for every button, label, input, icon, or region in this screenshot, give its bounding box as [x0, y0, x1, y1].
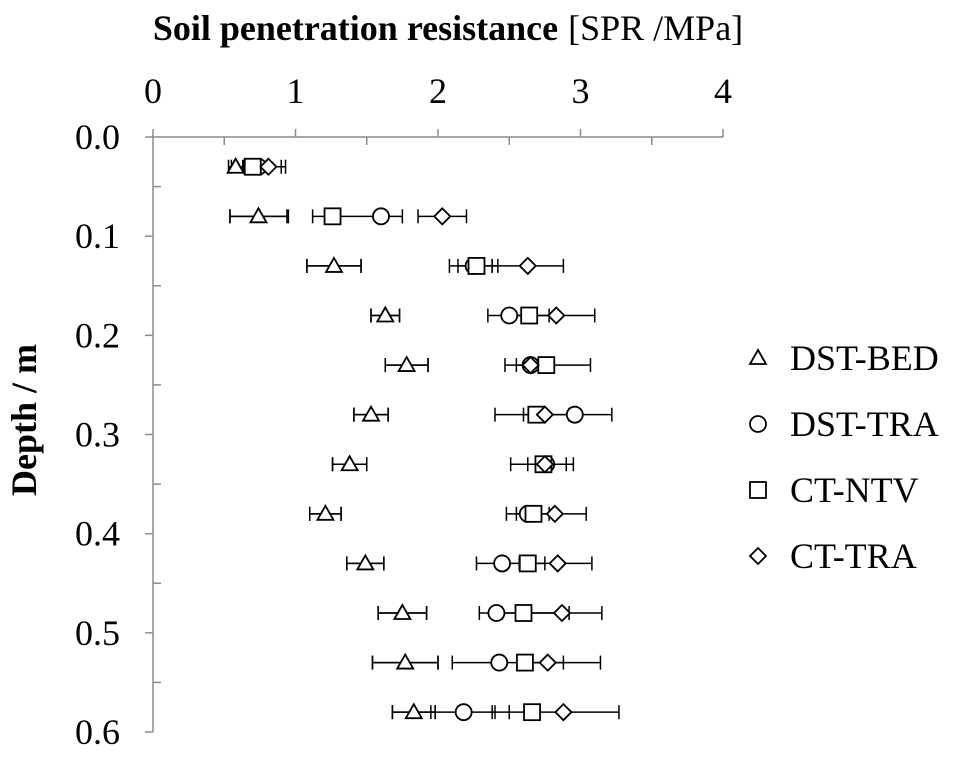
legend-label-dst-bed: DST-BED	[790, 338, 939, 378]
point-ct-tra	[521, 355, 540, 375]
error-bars	[227, 159, 620, 720]
point-dst-bed	[392, 603, 412, 620]
point-dst-bed	[355, 553, 375, 571]
point-ct-tra	[518, 256, 538, 276]
point-ct-ntv	[514, 604, 533, 622]
legend-marker-dst-tra	[749, 415, 767, 433]
point-ct-ntv	[518, 554, 537, 573]
point-dst-bed	[397, 355, 417, 372]
point-ct-tra	[433, 207, 452, 226]
legend-label-dst-tra: DST-TRA	[790, 404, 939, 444]
point-ct-tra	[547, 306, 566, 325]
point-ct-ntv	[243, 157, 262, 176]
point-ct-tra	[554, 702, 573, 722]
x-tick-label: 4	[714, 71, 732, 111]
point-ct-ntv	[516, 653, 534, 672]
point-dst-tra	[490, 653, 509, 672]
y-tick-label: 0.3	[75, 415, 120, 455]
point-dst-tra	[565, 405, 584, 424]
point-dst-bed	[375, 305, 395, 323]
point-dst-tra	[454, 703, 473, 722]
legend-label-ct-ntv: CT-NTV	[790, 470, 919, 510]
point-dst-bed	[226, 156, 246, 174]
y-tick-label: 0.0	[75, 117, 120, 157]
y-tick-label: 0.4	[75, 514, 120, 554]
point-ct-ntv	[467, 257, 486, 275]
point-ct-tra	[535, 454, 555, 474]
data-points	[226, 156, 584, 722]
point-ct-ntv	[323, 207, 342, 226]
chart-title-unit: [SPR /MPa]	[568, 8, 743, 48]
x-tick-label: 3	[572, 71, 590, 111]
x-tick-label: 2	[429, 71, 447, 111]
point-dst-bed	[404, 702, 424, 720]
x-tick-label: 0	[144, 71, 162, 111]
point-ct-ntv	[537, 356, 556, 374]
point-ct-tra	[538, 653, 557, 672]
y-tick-label: 0.1	[75, 216, 120, 256]
point-ct-tra	[259, 157, 278, 177]
point-ct-ntv	[524, 504, 543, 523]
legend-marker-dst-bed	[748, 348, 768, 365]
chart-title: Soil penetration resistance [SPR /MPa]	[153, 8, 743, 48]
point-dst-bed	[395, 652, 415, 670]
legend-marker-ct-ntv	[749, 481, 767, 499]
point-ct-tra	[552, 603, 572, 623]
point-dst-bed	[340, 454, 360, 472]
point-ct-ntv	[520, 306, 539, 325]
point-ct-tra	[548, 554, 567, 573]
point-dst-tra	[487, 604, 506, 622]
point-dst-bed	[315, 504, 335, 521]
point-dst-bed	[324, 256, 344, 273]
legend: DST-BED DST-TRA CT-NTV CT-TRA	[748, 338, 939, 576]
y-tick-label: 0.5	[75, 613, 120, 653]
point-dst-tra	[500, 306, 519, 325]
point-ct-tra	[545, 504, 565, 524]
y-axis-label: Depth / m	[4, 344, 44, 496]
point-dst-bed	[361, 404, 381, 422]
point-dst-tra	[493, 554, 512, 573]
point-dst-tra	[372, 207, 390, 226]
y-tick-label: 0.2	[75, 315, 120, 355]
legend-label-ct-tra: CT-TRA	[790, 536, 917, 576]
point-ct-ntv	[523, 703, 541, 722]
chart-title-bold: Soil penetration resistance	[153, 8, 558, 48]
x-tick-label: 1	[287, 71, 305, 111]
y-tick-label: 0.6	[75, 712, 120, 752]
legend-marker-ct-tra	[748, 546, 768, 566]
point-ct-tra	[535, 405, 555, 424]
axes: 0 1 2 3 4 0.0 0.1 0.2 0.3 0.4 0.5 0.6	[75, 71, 732, 752]
point-dst-bed	[248, 206, 269, 224]
